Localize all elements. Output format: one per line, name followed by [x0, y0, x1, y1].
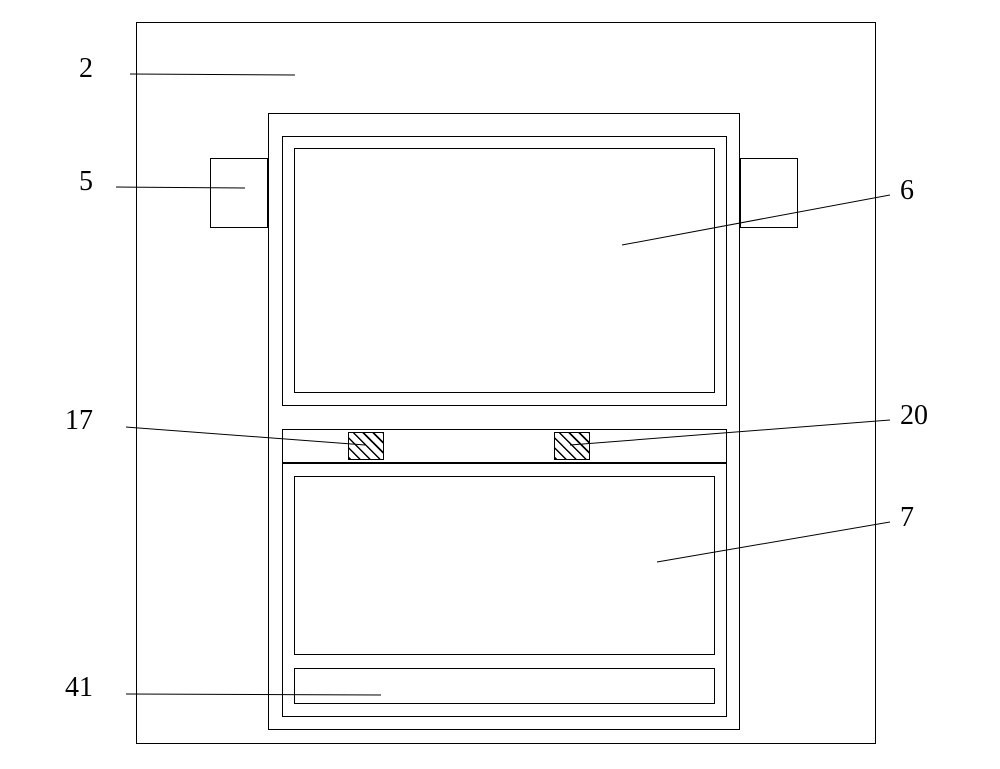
upper-block-inner	[294, 148, 715, 393]
tab-right	[740, 158, 798, 228]
label-41: 41	[65, 672, 93, 704]
label-2: 2	[79, 53, 93, 85]
label-20: 20	[900, 400, 928, 432]
label-5: 5	[79, 166, 93, 198]
label-17: 17	[65, 405, 93, 437]
lower-block-inner	[294, 476, 715, 655]
hatch-pad-right	[554, 432, 590, 460]
hatch-pad-left	[348, 432, 384, 460]
label-6: 6	[900, 175, 914, 207]
tab-left	[210, 158, 268, 228]
label-7: 7	[900, 502, 914, 534]
lower-floor-bar	[294, 668, 715, 704]
